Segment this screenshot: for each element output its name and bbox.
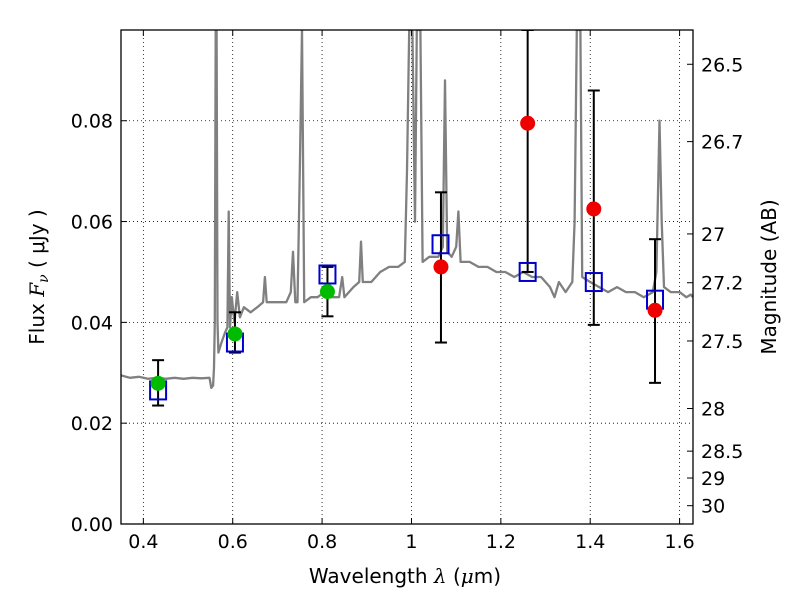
y-tick-label: 0.00 — [71, 514, 113, 536]
y2-tick-label: 26.7 — [701, 132, 743, 154]
y2-axis-title: Magnitude (AB) — [757, 199, 781, 354]
observed-point-red — [520, 115, 536, 131]
data-layer — [121, 30, 693, 407]
y2-tick-label: 28.5 — [701, 441, 743, 463]
plot-frame — [120, 29, 694, 525]
y-axis-title: Flux Fν ( μJy ) — [25, 209, 52, 344]
x-tick-label: 1.2 — [486, 531, 516, 553]
model-photometry-square — [518, 261, 537, 282]
x-tick-label: 1 — [405, 531, 417, 553]
y-tick-label: 0.06 — [71, 212, 113, 234]
y2-tick-label: 29 — [701, 468, 725, 490]
observed-point-red — [586, 201, 602, 217]
y2-tick-label: 30 — [701, 496, 725, 518]
y2-tick-label: 26.5 — [701, 54, 743, 76]
y-tick-label: 0.02 — [71, 413, 113, 435]
y-tick-label: 0.04 — [71, 312, 113, 334]
y-tick-label: 0.08 — [71, 111, 113, 133]
observed-point-green — [150, 375, 166, 391]
x-tick-label: 1.4 — [575, 531, 605, 553]
y2-tick-label: 27.2 — [701, 273, 743, 295]
ticks: 0.4 0.6 0.8 1 1.2 1.4 1.6 0.00 0.02 0.04 0.06 0.08 2… — [71, 30, 743, 553]
observed-point-green — [319, 284, 335, 300]
x-tick-label: 0.6 — [218, 531, 248, 553]
y2-tick-label: 27 — [701, 224, 725, 246]
x-axis-symbol: λ — [433, 564, 447, 588]
x-tick-label: 0.4 — [128, 531, 158, 553]
x-axis-title: Wavelength λ (μm) — [309, 564, 501, 588]
model-photometry-square — [431, 234, 450, 255]
model-spectrum-line — [121, 30, 693, 390]
model-photometry-square — [318, 264, 337, 285]
observed-point-red — [647, 302, 663, 318]
observed-point-green — [227, 326, 243, 342]
model-photometry-square — [584, 272, 603, 293]
y2-tick-label: 27.5 — [701, 331, 743, 353]
y2-tick-label: 28 — [701, 399, 725, 421]
observed-point-red — [433, 259, 449, 275]
x-tick-label: 0.8 — [307, 531, 337, 553]
x-tick-label: 1.6 — [664, 531, 694, 553]
